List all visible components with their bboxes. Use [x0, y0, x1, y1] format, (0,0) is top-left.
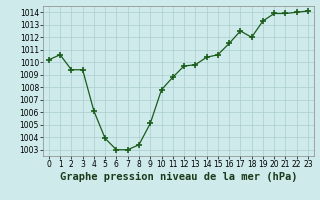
X-axis label: Graphe pression niveau de la mer (hPa): Graphe pression niveau de la mer (hPa)	[60, 172, 297, 182]
